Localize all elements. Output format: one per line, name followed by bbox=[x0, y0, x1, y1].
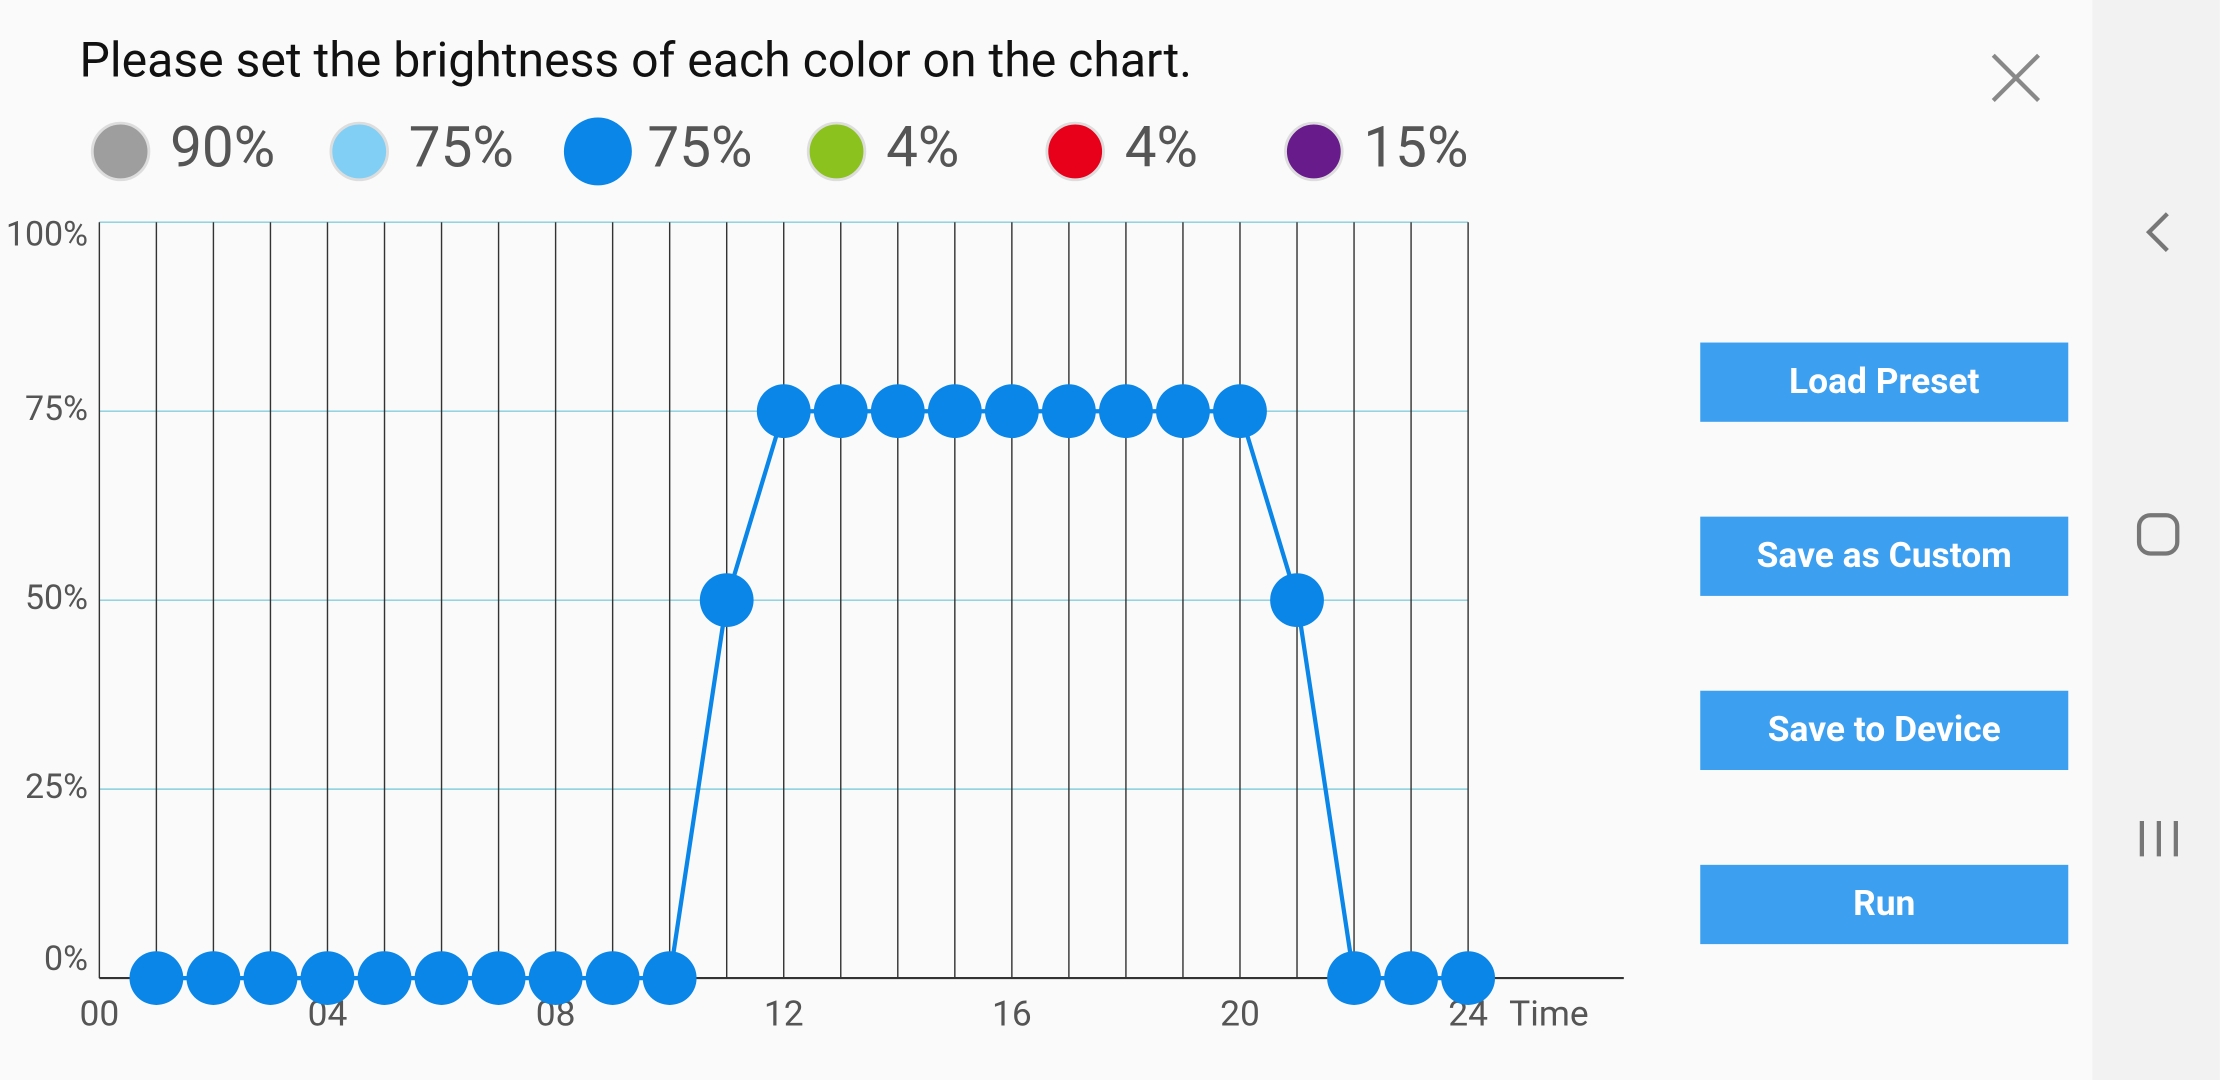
channel-dot[interactable] bbox=[1284, 121, 1344, 182]
point[interactable] bbox=[1041, 384, 1096, 439]
button[interactable] bbox=[1700, 864, 2069, 945]
point[interactable] bbox=[756, 384, 811, 439]
channel-label: 4% bbox=[886, 113, 959, 180]
y-tick-label: 25% bbox=[25, 767, 88, 807]
button-label: Run bbox=[1853, 882, 1915, 924]
back-button[interactable] bbox=[2145, 212, 2169, 253]
button-label: Load Preset bbox=[1789, 360, 1980, 402]
button-label: Save to Device bbox=[1768, 708, 2001, 750]
channel-label: 15% bbox=[1363, 113, 1468, 180]
x-axis-label: Time bbox=[1509, 993, 1589, 1035]
point[interactable] bbox=[585, 951, 640, 1005]
point[interactable] bbox=[1384, 951, 1438, 1005]
channel-dot[interactable] bbox=[90, 121, 151, 182]
point[interactable] bbox=[528, 951, 583, 1005]
button[interactable] bbox=[1700, 516, 2069, 596]
point[interactable] bbox=[186, 951, 241, 1005]
point[interactable] bbox=[300, 951, 355, 1005]
channel-label: 90% bbox=[170, 113, 275, 180]
nav-bar bbox=[2092, 0, 2220, 1080]
y-tick-label: 50% bbox=[25, 578, 88, 618]
x-tick-label: 12 bbox=[764, 993, 804, 1035]
point[interactable] bbox=[813, 384, 868, 439]
home-button[interactable] bbox=[2136, 513, 2180, 556]
point[interactable] bbox=[1270, 573, 1324, 628]
point[interactable] bbox=[357, 951, 412, 1005]
y-tick-label: 0% bbox=[44, 939, 88, 979]
point[interactable] bbox=[642, 951, 697, 1005]
legend: 90% 75% 75% 4% 4% 15% bbox=[90, 113, 1468, 186]
channel-label: 75% bbox=[647, 113, 752, 180]
point[interactable] bbox=[471, 951, 526, 1005]
close-button[interactable] bbox=[1991, 53, 2041, 102]
point[interactable] bbox=[414, 951, 469, 1005]
point[interactable] bbox=[1099, 384, 1153, 439]
chart: 0%25%50%75%100%00 04 08 12 16 20 24 Time bbox=[6, 214, 1624, 1035]
point[interactable] bbox=[1441, 951, 1496, 1005]
recents-button[interactable] bbox=[2139, 820, 2178, 857]
y-tick-label: 100% bbox=[6, 214, 88, 254]
point[interactable] bbox=[1327, 951, 1381, 1005]
channel-label: 4% bbox=[1125, 113, 1198, 180]
point[interactable] bbox=[984, 384, 1039, 439]
point[interactable] bbox=[927, 384, 982, 439]
y-tick-label: 75% bbox=[25, 389, 88, 429]
point[interactable] bbox=[1156, 384, 1210, 439]
point[interactable] bbox=[870, 384, 925, 439]
buttons: Load Preset Save as Custom Save to Device R… bbox=[1700, 342, 2069, 945]
point[interactable] bbox=[243, 951, 298, 1005]
x-tick-label: 20 bbox=[1220, 993, 1260, 1035]
channel-dot[interactable] bbox=[563, 117, 632, 186]
point[interactable] bbox=[1213, 384, 1267, 439]
channel-dot[interactable] bbox=[1045, 121, 1105, 182]
point[interactable] bbox=[129, 951, 184, 1005]
x-tick-label: 00 bbox=[79, 993, 119, 1035]
point[interactable] bbox=[699, 573, 754, 628]
x-tick-label: 16 bbox=[992, 993, 1032, 1035]
button-label: Save as Custom bbox=[1757, 534, 2012, 576]
button[interactable] bbox=[1700, 342, 2069, 422]
channel-label: 75% bbox=[409, 113, 514, 180]
channel-dot[interactable] bbox=[806, 121, 867, 182]
button[interactable] bbox=[1700, 690, 2069, 771]
channel-dot[interactable] bbox=[329, 121, 389, 182]
instruction: Please set the brightness of each color … bbox=[80, 31, 1192, 88]
